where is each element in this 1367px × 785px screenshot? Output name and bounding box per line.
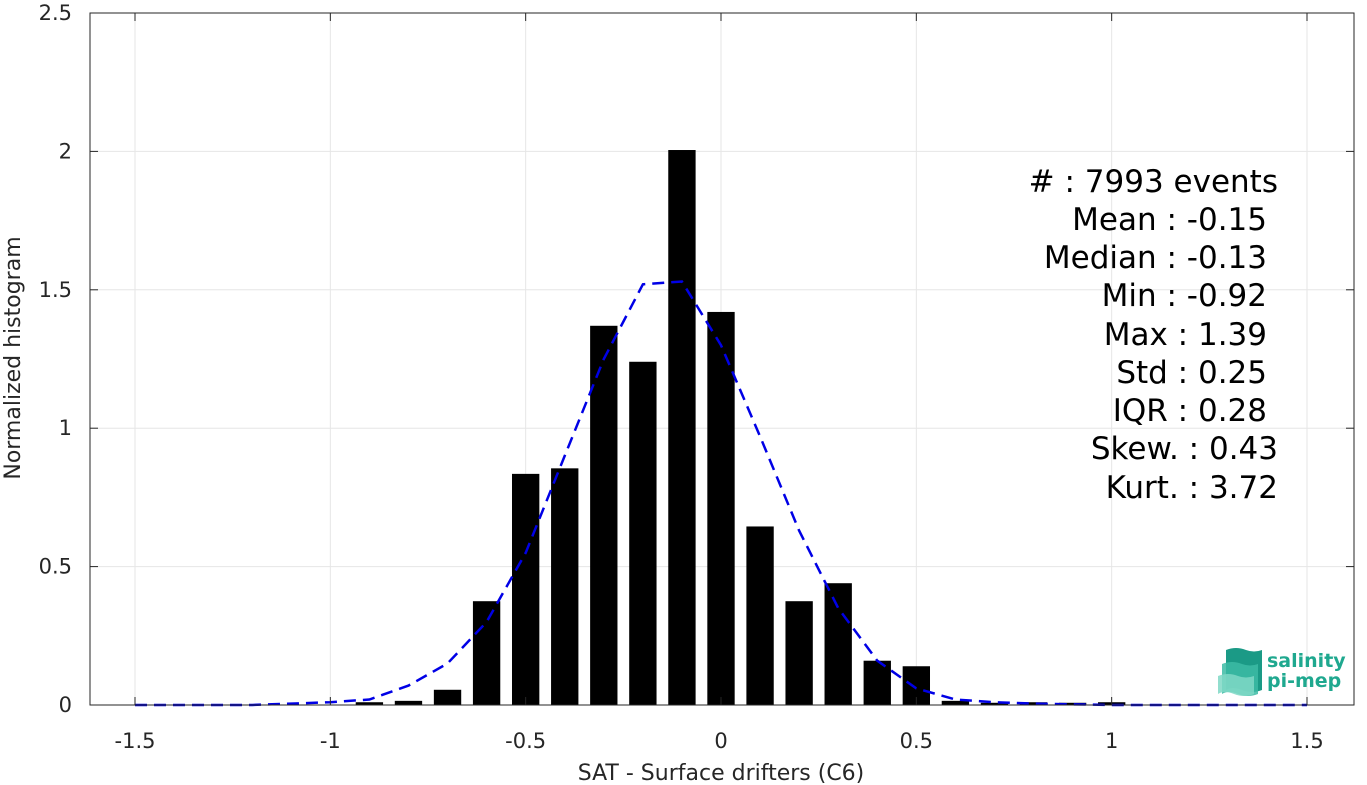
histogram-bar: [746, 526, 774, 705]
histogram-bar: [1058, 702, 1087, 705]
histogram-bar: [433, 689, 462, 705]
stat-median: Median : -0.13: [1044, 240, 1267, 276]
x-tick-label: -1: [320, 729, 341, 753]
x-tick-label: 1.5: [1290, 729, 1323, 753]
statistics-annotation: # : 7993 events Mean : -0.15 Median : -0…: [1029, 164, 1278, 506]
x-tick-label: -0.5: [505, 729, 546, 753]
axis-ticks: [90, 12, 1354, 706]
histogram-bar: [1019, 702, 1048, 705]
stat-max: Max : 1.39: [1104, 317, 1267, 353]
logo-line-1: salinity: [1267, 650, 1346, 672]
histogram-bar: [668, 150, 696, 706]
normal-fit-curve: [135, 280, 1307, 707]
y-tick-label: 1.5: [39, 278, 72, 302]
stat-min: Min : -0.92: [1102, 278, 1267, 314]
stat-mean: Mean : -0.15: [1072, 202, 1267, 238]
y-axis-label: Normalized histogram: [1, 236, 26, 479]
histogram-bar: [472, 601, 501, 705]
histogram-bar: [707, 311, 735, 705]
histogram-bar: [590, 325, 618, 705]
histogram-bar: [980, 702, 1009, 705]
y-tick-label: 2: [59, 139, 72, 163]
salinity-pimep-logo: salinity pi-mep: [1218, 648, 1346, 696]
histogram-bar: [355, 702, 384, 705]
y-tick-label: 2.5: [39, 1, 72, 25]
y-tick-label: 1: [59, 416, 72, 440]
x-tick-label: 0: [714, 729, 727, 753]
histogram-bar: [551, 468, 579, 705]
wave-logo-icon: [1218, 648, 1262, 696]
fit-curve-layer: [135, 280, 1307, 707]
histogram-bars: [355, 150, 1126, 706]
stat-kurt: Kurt. : 3.72: [1106, 470, 1278, 506]
stat-events: # : 7993 events: [1029, 164, 1278, 200]
stat-iqr: IQR : 0.28: [1113, 393, 1267, 429]
y-tick-label: 0: [59, 693, 72, 717]
y-tick-labels: 0 0.5 1 1.5 2 2.5: [39, 1, 72, 717]
x-tick-label: -1.5: [115, 729, 156, 753]
histogram-bar: [394, 700, 423, 705]
histogram-bar: [824, 583, 852, 705]
histogram-bar: [863, 660, 891, 705]
histogram-bar: [941, 700, 970, 705]
logo-line-2: pi-mep: [1267, 670, 1341, 692]
histogram-bar: [785, 601, 813, 705]
plot-frame: [89, 12, 1355, 706]
x-axis-label: SAT - Surface drifters (C6): [578, 761, 865, 785]
x-tick-labels: -1.5 -1 -0.5 0 0.5 1 1.5: [115, 729, 1324, 753]
x-tick-label: 1: [1105, 729, 1118, 753]
y-tick-label: 0.5: [39, 555, 72, 579]
stat-skew: Skew. : 0.43: [1091, 431, 1278, 467]
x-tick-label: 0.5: [900, 729, 933, 753]
histogram-bar: [511, 473, 540, 705]
histogram-bar: [629, 361, 657, 705]
stat-std: Std : 0.25: [1116, 355, 1267, 391]
